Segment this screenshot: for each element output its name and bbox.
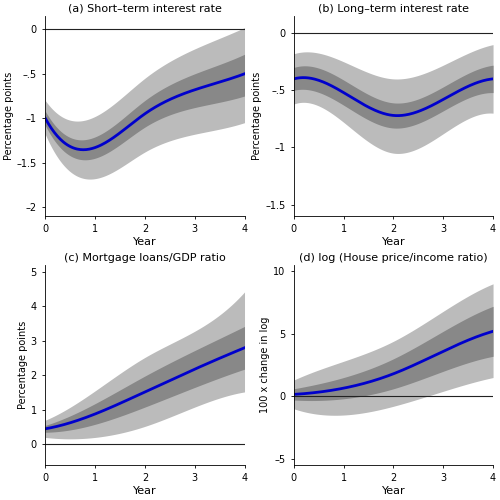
- Y-axis label: Percentage points: Percentage points: [252, 72, 262, 160]
- Y-axis label: Percentage points: Percentage points: [4, 72, 14, 160]
- Y-axis label: 100 x change in log: 100 x change in log: [260, 317, 270, 413]
- X-axis label: Year: Year: [382, 486, 405, 496]
- Title: (a) Short–term interest rate: (a) Short–term interest rate: [68, 4, 222, 14]
- Title: (c) Mortgage loans/GDP ratio: (c) Mortgage loans/GDP ratio: [64, 253, 226, 263]
- Y-axis label: Percentage points: Percentage points: [18, 321, 28, 409]
- X-axis label: Year: Year: [133, 486, 156, 496]
- X-axis label: Year: Year: [133, 237, 156, 247]
- Title: (b) Long–term interest rate: (b) Long–term interest rate: [318, 4, 469, 14]
- X-axis label: Year: Year: [382, 237, 405, 247]
- Title: (d) log (House price/income ratio): (d) log (House price/income ratio): [299, 253, 488, 263]
